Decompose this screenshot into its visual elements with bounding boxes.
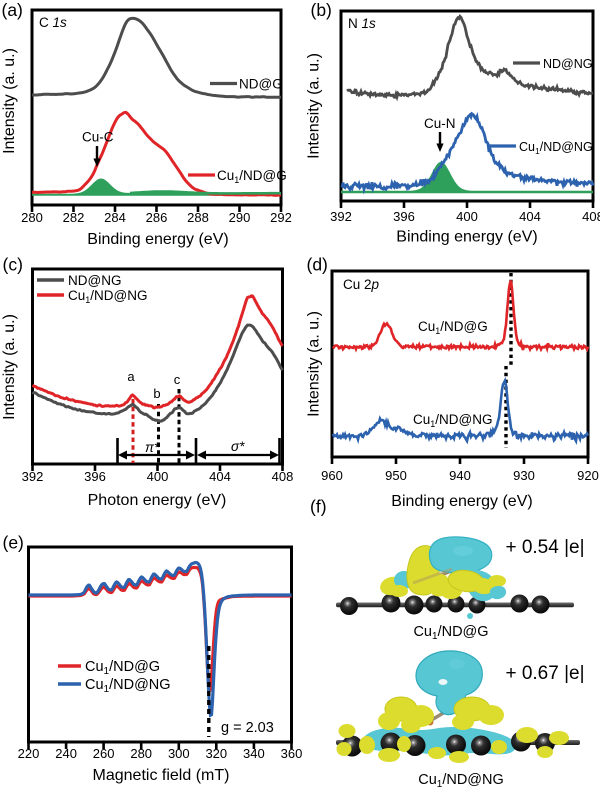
svg-text:950: 950 <box>385 468 407 483</box>
svg-text:Photon energy (eV): Photon energy (eV) <box>88 492 227 509</box>
svg-text:σ*: σ* <box>231 439 245 454</box>
svg-text:C 1s: C 1s <box>39 15 67 30</box>
svg-text:288: 288 <box>187 210 209 225</box>
svg-text:Cu-N: Cu-N <box>424 116 456 131</box>
svg-text:(a): (a) <box>2 0 23 20</box>
svg-text:240: 240 <box>55 746 77 761</box>
svg-text:920: 920 <box>577 468 599 483</box>
svg-text:Cu1/ND@NG: Cu1/ND@NG <box>418 772 504 790</box>
svg-text:a: a <box>127 369 135 384</box>
svg-text:408: 408 <box>272 469 294 484</box>
svg-text:290: 290 <box>229 210 251 225</box>
svg-text:Binding energy (eV): Binding energy (eV) <box>396 229 537 246</box>
svg-text:ND@NG: ND@NG <box>543 57 593 71</box>
svg-text:220: 220 <box>18 746 40 761</box>
svg-text:400: 400 <box>456 209 478 224</box>
svg-text:+ 0.67 |e|: + 0.67 |e| <box>505 663 584 684</box>
svg-text:280: 280 <box>21 210 43 225</box>
svg-text:+ 0.54 |e|: + 0.54 |e| <box>505 537 584 558</box>
svg-text:π*: π* <box>145 440 160 455</box>
svg-text:Intensity (a. u.): Intensity (a. u.) <box>1 314 18 420</box>
svg-text:280: 280 <box>130 746 152 761</box>
svg-text:Intensity (a. u.): Intensity (a. u.) <box>306 53 323 159</box>
svg-text:320: 320 <box>205 746 227 761</box>
svg-text:N 1s: N 1s <box>348 16 376 31</box>
svg-text:Cu1/ND@NG: Cu1/ND@NG <box>413 412 493 429</box>
svg-text:Cu1/ND@G: Cu1/ND@G <box>418 319 488 336</box>
svg-text:292: 292 <box>270 210 292 225</box>
svg-text:404: 404 <box>209 469 231 484</box>
svg-text:g = 2.03: g = 2.03 <box>221 720 274 736</box>
svg-text:Magnetic field (mT): Magnetic field (mT) <box>93 767 230 784</box>
svg-text:Intensity (a. u.): Intensity (a. u.) <box>306 311 323 417</box>
svg-text:400: 400 <box>147 469 169 484</box>
svg-text:392: 392 <box>22 469 44 484</box>
svg-text:282: 282 <box>63 210 85 225</box>
svg-text:960: 960 <box>321 468 343 483</box>
svg-text:Intensity (a. u.): Intensity (a. u.) <box>1 48 18 154</box>
svg-text:(f): (f) <box>310 497 327 517</box>
svg-text:Cu1/ND@G: Cu1/ND@G <box>217 168 287 185</box>
svg-text:Cu1/ND@G: Cu1/ND@G <box>413 624 488 642</box>
svg-text:392: 392 <box>330 209 352 224</box>
svg-text:396: 396 <box>84 469 106 484</box>
svg-text:c: c <box>174 372 181 387</box>
svg-text:300: 300 <box>168 746 190 761</box>
svg-text:360: 360 <box>281 746 303 761</box>
svg-text:930: 930 <box>513 468 535 483</box>
svg-text:Cu 2p: Cu 2p <box>343 277 380 292</box>
svg-text:(b): (b) <box>311 0 332 20</box>
svg-text:284: 284 <box>104 210 126 225</box>
svg-text:Binding energy (eV): Binding energy (eV) <box>87 231 228 248</box>
svg-text:Cu1/ND@NG: Cu1/ND@NG <box>519 140 593 156</box>
svg-text:286: 286 <box>146 210 168 225</box>
svg-text:Cu1/ND@G: Cu1/ND@G <box>85 659 160 677</box>
svg-text:(c): (c) <box>3 255 23 275</box>
svg-text:260: 260 <box>93 746 115 761</box>
svg-text:(d): (d) <box>307 255 328 275</box>
svg-text:396: 396 <box>393 209 415 224</box>
svg-text:Binding energy (eV): Binding energy (eV) <box>391 493 532 510</box>
svg-text:Cu1/ND@NG: Cu1/ND@NG <box>85 677 171 695</box>
svg-text:Cu1/ND@NG: Cu1/ND@NG <box>68 288 148 305</box>
svg-text:ND@NG: ND@NG <box>68 273 121 288</box>
svg-text:408: 408 <box>582 209 600 224</box>
svg-text:ND@G: ND@G <box>239 77 283 92</box>
svg-text:940: 940 <box>449 468 471 483</box>
svg-text:(e): (e) <box>3 533 24 553</box>
svg-text:340: 340 <box>243 746 265 761</box>
svg-text:b: b <box>153 386 160 401</box>
svg-text:Cu-C: Cu-C <box>82 130 114 145</box>
svg-text:404: 404 <box>519 209 541 224</box>
